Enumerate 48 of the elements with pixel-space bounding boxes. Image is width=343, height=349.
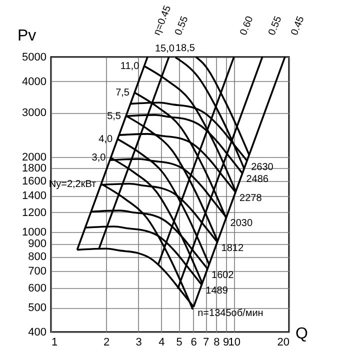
y-tick-label: 1600 <box>22 176 46 188</box>
annotation: n=1345об/мин <box>198 308 264 319</box>
annotation: 18,5 <box>175 43 196 54</box>
annotation: 2030 <box>230 218 253 230</box>
annotation: 3,0 <box>92 152 106 164</box>
x-tick-label: 3 <box>136 336 142 348</box>
annotation: 2630 <box>251 162 274 173</box>
y-tick-label: 2000 <box>22 151 46 164</box>
annotation: 1812 <box>221 242 244 254</box>
annotation: 7,5 <box>116 88 130 99</box>
x-tick-label: 8 <box>214 336 220 348</box>
annotation: 2486 <box>246 174 269 186</box>
x-tick-label: 5 <box>176 336 182 348</box>
x-tick-label: 20 <box>277 336 290 348</box>
annotation: 1602 <box>212 270 234 281</box>
y-axis-title: Pv <box>18 28 36 44</box>
y-tick-label: 400 <box>28 326 46 338</box>
annotation: 15,0 <box>154 43 175 54</box>
annotation: 11,0 <box>120 61 140 72</box>
annotation: 4,0 <box>98 134 113 146</box>
x-tick-label: 4 <box>158 336 165 348</box>
annotation: 0.55 <box>173 14 191 37</box>
y-tick-label: 1200 <box>22 206 46 219</box>
y-tick-label: 1400 <box>22 190 46 202</box>
x-tick-label: 6 <box>190 336 197 348</box>
x-axis-title: Q <box>296 326 308 342</box>
annotation: 5,5 <box>107 110 122 122</box>
x-tick-label: 7 <box>203 336 210 348</box>
y-tick-label: 5000 <box>22 52 46 64</box>
annotation: 0.60 <box>238 14 256 37</box>
y-tick-label: 600 <box>28 282 46 294</box>
y-tick-label: 800 <box>28 251 46 264</box>
y-tick-label: 4000 <box>22 76 46 88</box>
y-tick-label: 3000 <box>22 107 46 120</box>
annotation: 0.45 <box>289 14 307 37</box>
y-tick-label: 1000 <box>22 226 46 239</box>
annotation: 0.55 <box>266 14 284 37</box>
x-tick-label: 10 <box>228 336 241 348</box>
x-tick-label: 1 <box>52 336 58 348</box>
annotation: η=0.45 <box>152 4 174 37</box>
annotation: 2278 <box>240 193 262 204</box>
y-tick-label: 1800 <box>22 162 46 175</box>
y-tick-label: 900 <box>28 238 46 250</box>
x-tick-label: 2 <box>104 336 110 348</box>
annotation: 1489 <box>206 286 228 297</box>
y-tick-label: 700 <box>28 266 46 278</box>
x-tick-label: 9 <box>223 336 230 348</box>
y-tick-label: 500 <box>28 302 46 314</box>
